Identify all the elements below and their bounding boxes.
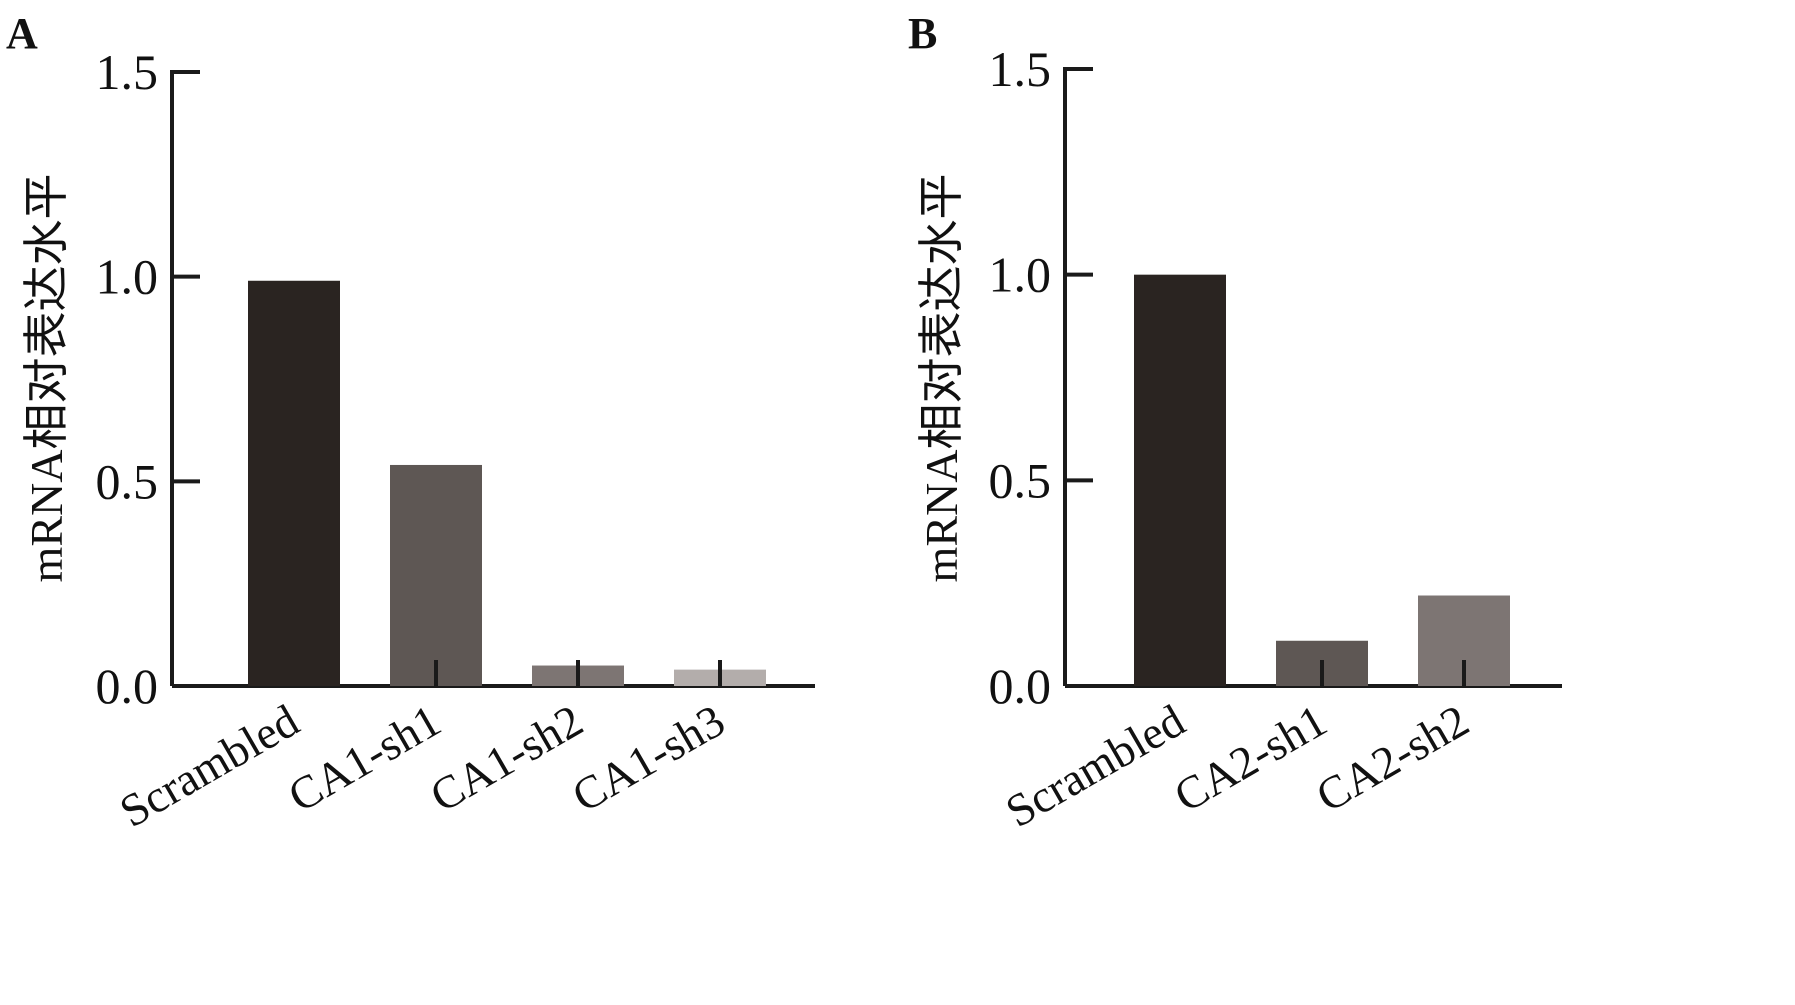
panel-b-letter: B xyxy=(908,9,937,58)
y-tick-label: 0.0 xyxy=(989,658,1052,714)
x-tick-label: CA2-sh1 xyxy=(1166,694,1335,821)
bar xyxy=(248,280,340,686)
y-tick-label: 0.5 xyxy=(989,452,1052,508)
x-tick-label: CA2-sh2 xyxy=(1308,694,1477,821)
y-tick-label: 1.0 xyxy=(96,249,159,305)
panel-a-letter: A xyxy=(6,9,38,58)
x-tick-label: CA1-sh2 xyxy=(422,694,591,821)
panel-a-y-axis: 0.0 0.5 1.0 1.5 xyxy=(96,44,815,714)
panel-b-chart: B mRNA相对表达水平 0.00.51.01.5 ScrambledCA2-s… xyxy=(908,9,1562,837)
y-tick-label: 0.5 xyxy=(96,453,159,509)
panel-b-y-axis-title: mRNA相对表达水平 xyxy=(916,174,967,583)
panel-a-y-axis-title: mRNA相对表达水平 xyxy=(21,174,72,583)
panel-b-bars xyxy=(1134,274,1510,686)
y-tick-label: 1.5 xyxy=(989,41,1052,97)
bar xyxy=(390,464,482,686)
y-tick-label: 1.5 xyxy=(96,44,159,100)
x-tick-label: CA1-sh1 xyxy=(280,694,449,821)
x-tick-label: Scrambled xyxy=(997,694,1193,837)
panel-a-bars xyxy=(248,280,766,686)
panel-a-chart: A mRNA相对表达水平 0.00.51.01.5 ScrambledCA1-s… xyxy=(6,9,815,837)
y-tick-label: 1.0 xyxy=(989,247,1052,303)
x-tick-label: CA1-sh3 xyxy=(564,694,733,821)
bar xyxy=(1134,274,1226,686)
y-tick-label: 0.0 xyxy=(96,658,159,714)
x-tick-label: Scrambled xyxy=(111,694,307,837)
